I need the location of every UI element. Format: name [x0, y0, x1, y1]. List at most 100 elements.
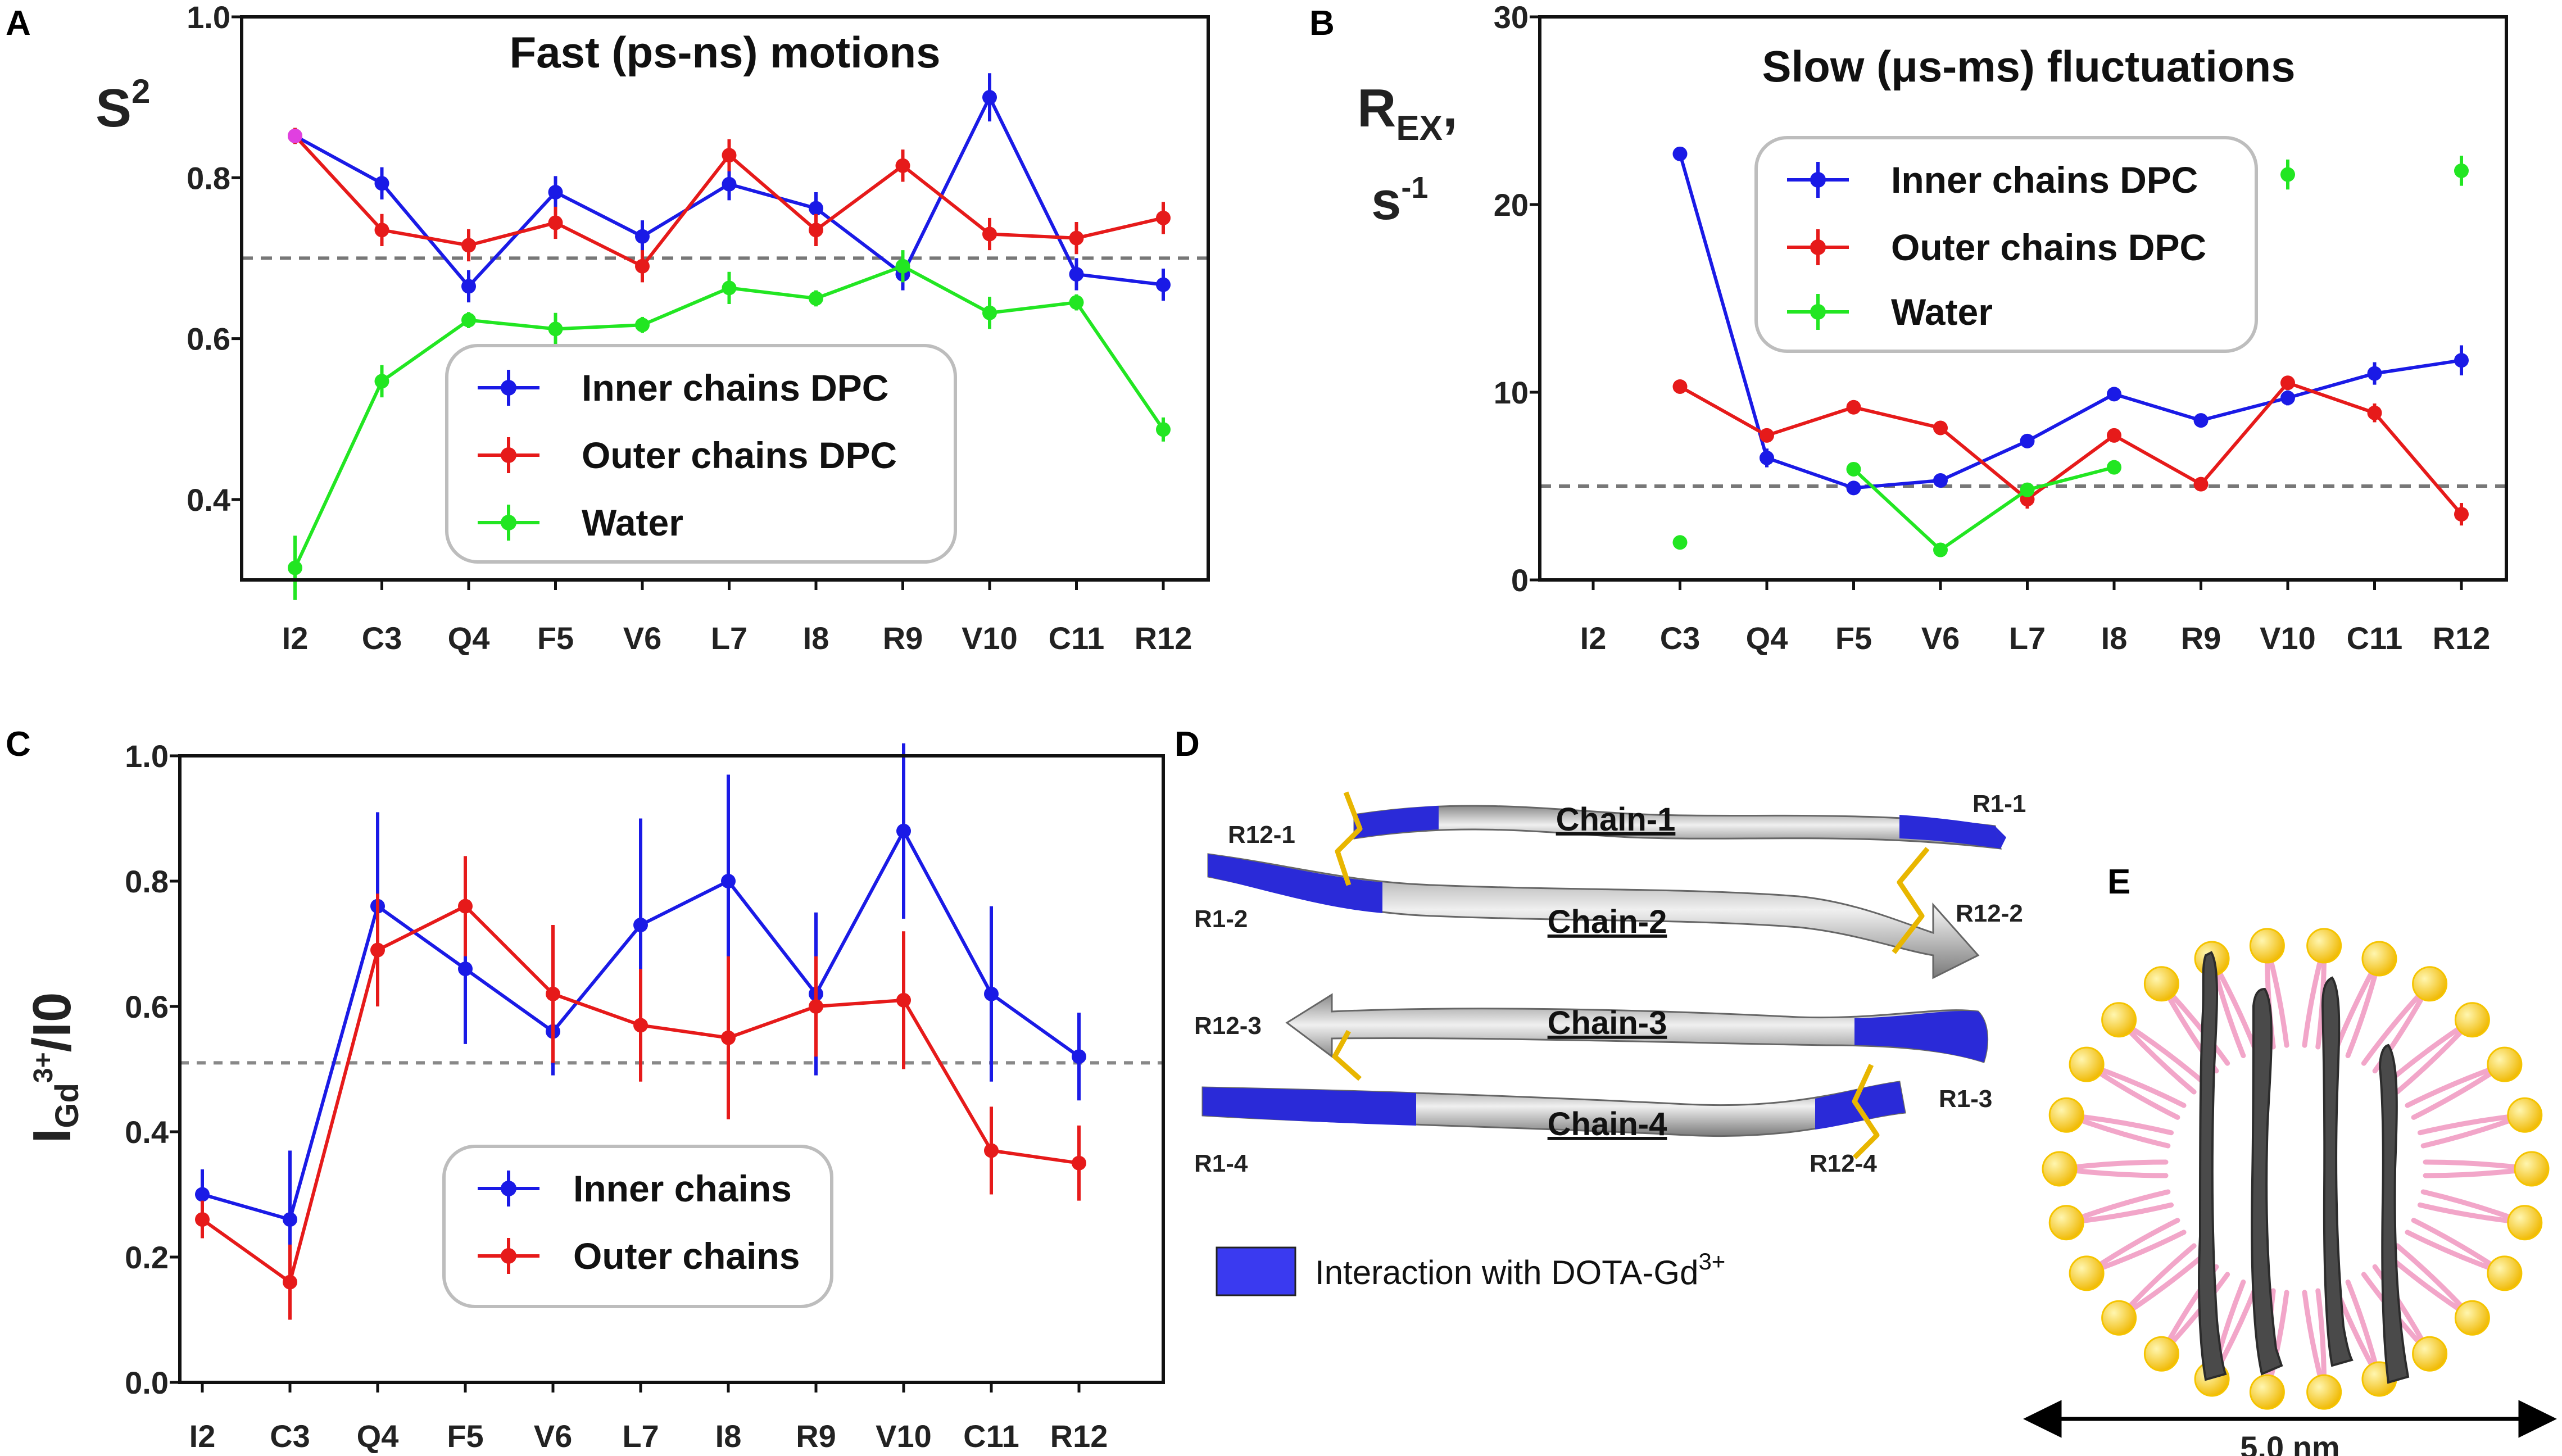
plot-frame-b: [1538, 15, 2508, 582]
data-point-inner-chains-dpc-r9: [2193, 413, 2209, 428]
data-point-inner-chains-dpc-v10: [982, 90, 997, 105]
x-tick-label-i2: I2: [1580, 620, 1607, 656]
y-axis-label-a: S2: [96, 72, 150, 138]
residue-label-r12-3: R12-3: [1194, 1012, 1262, 1040]
series-water: [288, 250, 1171, 600]
data-point-outer-chains-dpc-i8: [809, 223, 823, 238]
data-point-inner-chains-dpc-r12: [2454, 353, 2469, 368]
y-tick-label-0-6: 0.6: [187, 321, 230, 357]
data-point-outer-chains-dpc-c11: [2367, 405, 2382, 420]
x-tick-label-r12: R12: [1050, 1418, 1108, 1454]
micelle-diagram: 5.0 nm: [2023, 928, 2557, 1456]
arginine-sidechains: [1332, 791, 1930, 1160]
data-point-water-v10: [2280, 167, 2295, 182]
x-tick-label-f5: F5: [537, 620, 574, 656]
lipid-13: [2048, 1189, 2174, 1241]
chain-3-ribbon: [1285, 993, 1989, 1063]
data-point-inner-chains-dpc-v6: [1933, 473, 1948, 488]
panel-label-d: D: [1175, 725, 1200, 764]
data-point-water-r12: [1156, 422, 1171, 437]
x-tick-label-c11: C11: [2347, 620, 2403, 656]
sidechain-r12-2: [1892, 847, 1930, 954]
x-tick-label-v6: V6: [1921, 620, 1960, 656]
strand-4: [2378, 1044, 2410, 1384]
chain-2-label: Chain-2: [1548, 904, 1667, 940]
lipid-14: [2042, 1151, 2169, 1187]
data-point-water-v10: [982, 305, 997, 320]
legend-marker-water: [1810, 304, 1826, 320]
series-line-outer-chains-dpc-0: [1679, 381, 2463, 516]
data-point-water-i8: [2107, 460, 2121, 475]
data-point-inner-chains-dpc-v10: [2280, 391, 2295, 406]
x-tick-label-l7: L7: [2009, 620, 2046, 656]
x-tick-label-f5: F5: [1835, 620, 1872, 656]
data-point-inner-chains-dpc-c11: [1069, 267, 1084, 282]
residue-label-r1-1: R1-1: [1972, 790, 2026, 818]
data-point-outer-chains-c3: [283, 1274, 297, 1290]
data-point-water-r9: [895, 258, 910, 274]
series-inner-chains-dpc: [1672, 146, 2469, 496]
data-point-inner-chains-dpc-f5: [548, 185, 563, 200]
data-point-inner-chains-dpc-v6: [635, 229, 650, 244]
chain-4-ribbon: [1201, 1081, 1906, 1137]
residue-label-r1-3: R1-3: [1939, 1085, 1992, 1113]
residue-label-r12-2: R12-2: [1956, 900, 2023, 927]
chain-2-ribbon: [1207, 853, 1980, 979]
lipid-4: [2386, 1243, 2490, 1336]
chart-title-b: Slow (μs-ms) fluctuations: [1762, 42, 2295, 91]
lipid-1: [2423, 1151, 2550, 1187]
legend-marker-outer-chains: [501, 1248, 516, 1264]
sidechain-r12-3: [1332, 1029, 1362, 1081]
data-point-water-l7: [2020, 482, 2035, 497]
data-point-outer-chains-dpc-v10: [982, 226, 997, 242]
data-point-inner-chains-dpc-i8: [2107, 387, 2121, 402]
series-outer-chains: [195, 856, 1086, 1320]
y-tick-label-10: 10: [1494, 375, 1529, 410]
x-tick-label-v10: V10: [876, 1418, 932, 1454]
x-tick-label-q4: Q4: [1746, 620, 1788, 656]
lipid-17: [2101, 1002, 2206, 1095]
x-tick-label-l7: L7: [711, 620, 747, 656]
data-point-outer-chains-i2: [195, 1212, 210, 1227]
legend-marker-inner-chains-dpc: [501, 380, 516, 396]
data-point-water-f5: [548, 321, 563, 337]
x-tick-label-c11: C11: [963, 1418, 1019, 1454]
lipid-7: [2302, 1288, 2342, 1410]
data-point-inner-chains-dpc-f5: [1846, 480, 1861, 496]
interaction-legend-swatch: [1216, 1246, 1296, 1296]
y-axis-label-b: REX,: [1357, 78, 1458, 148]
data-point-inner-chains-c11: [984, 986, 999, 1001]
series-outer-chains-dpc: [288, 128, 1171, 283]
data-point-outer-chains-r9: [809, 999, 823, 1014]
panel-label-a: A: [6, 4, 31, 43]
x-tick-label-q4: Q4: [448, 620, 490, 656]
data-point-water-c11: [1069, 295, 1084, 310]
data-point-inner-chains-dpc-l7: [722, 176, 737, 192]
data-point-outer-chains-dpc-v6: [1933, 420, 1948, 436]
data-point-outer-chains-dpc-v6: [635, 258, 650, 274]
data-point-outer-chains-dpc-c3: [1672, 379, 1688, 394]
strand-1: [2198, 951, 2227, 1381]
residue-label-r1-2: R1-2: [1194, 905, 1248, 933]
legend-box-c: [442, 1145, 833, 1308]
y-tick-label-1-0: 1.0: [187, 0, 230, 35]
legend-label-inner-chains-dpc: Inner chains DPC: [582, 367, 888, 409]
lipid-26: [2417, 1097, 2543, 1149]
x-tick-label-c3: C3: [362, 620, 402, 656]
y-tick-label-20: 20: [1494, 187, 1529, 223]
data-point-water-c3: [1672, 535, 1688, 550]
x-tick-label-f5: F5: [447, 1418, 483, 1454]
lipid-16: [2069, 1046, 2187, 1120]
y-tick-label-0-6: 0.6: [125, 989, 169, 1024]
y-axis-label-b-line2: s-1: [1371, 171, 1428, 231]
strand-2: [2251, 987, 2283, 1376]
data-point-outer-chains-q4: [370, 942, 385, 958]
data-point-inner-chains-dpc-q4: [461, 279, 476, 294]
chart-c: I2 C3 Q4 F5 V6 L7 I8 R9 V10 C11 R12 0.0 0.2 0.4 0.6 0.8…: [22, 738, 1165, 1454]
legend-box-a: [445, 344, 957, 564]
data-point-outer-chains-l7: [633, 1018, 648, 1033]
chain-3-label: Chain-3: [1548, 1005, 1667, 1041]
data-point-inner-chains-dpc-c11: [2367, 366, 2382, 381]
data-point-water-v6: [1933, 542, 1948, 557]
y-axis-label-c: IGd3+/I0: [22, 992, 85, 1144]
